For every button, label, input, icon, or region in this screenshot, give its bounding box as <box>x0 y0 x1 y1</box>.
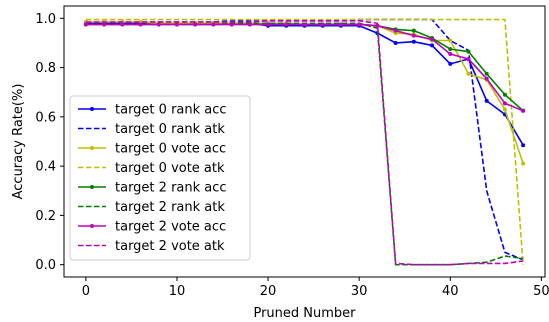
series-7 <box>85 19 524 266</box>
data-point <box>284 22 289 27</box>
legend-box <box>69 95 251 261</box>
legend-label: target 0 vote atk <box>115 161 225 176</box>
data-point <box>484 98 489 103</box>
data-point <box>466 71 471 76</box>
y-axis-label: Accuracy Rate(%) <box>11 84 26 200</box>
legend-marker <box>90 185 94 189</box>
data-point <box>430 43 435 48</box>
legend-label: target 0 rank acc <box>115 103 227 118</box>
plot-frame <box>63 5 546 278</box>
data-point <box>430 37 435 42</box>
legend-label: target 2 rank acc <box>115 181 227 196</box>
data-point <box>521 108 526 113</box>
y-tick-label: 0.4 <box>35 160 56 175</box>
data-point <box>466 49 471 54</box>
legend: target 0 rank acc target 0 rank atk target… <box>69 95 251 261</box>
data-point <box>120 22 125 27</box>
y-tick-label: 0.2 <box>35 209 56 224</box>
data-point <box>357 22 362 27</box>
x-tick-label: 30 <box>351 284 368 299</box>
data-point <box>156 22 161 27</box>
data-point <box>484 71 489 76</box>
data-point <box>448 52 453 57</box>
data-point <box>247 22 252 27</box>
data-point <box>411 28 416 33</box>
y-tick-label: 0.8 <box>35 61 56 76</box>
series-line <box>85 18 524 265</box>
y-tick-label: 0.6 <box>35 110 56 125</box>
data-point <box>411 33 416 38</box>
data-point <box>448 47 453 52</box>
data-point <box>83 22 88 27</box>
data-point <box>266 22 271 27</box>
x-tick-label: 10 <box>169 284 186 299</box>
data-point <box>502 92 507 97</box>
axis-ticks: 0 10 20 30 40 50 0.0 0.2 0.4 0.6 0.8 1.0 <box>35 12 549 299</box>
x-tick-label: 40 <box>442 284 459 299</box>
data-point <box>302 22 307 27</box>
data-point <box>338 22 343 27</box>
data-point <box>411 39 416 44</box>
data-point <box>138 22 143 27</box>
data-point <box>466 56 471 61</box>
data-point <box>102 22 107 27</box>
plot-area <box>83 18 526 266</box>
series-line <box>85 19 524 266</box>
data-point <box>211 22 216 27</box>
data-point <box>484 76 489 81</box>
data-point <box>448 61 453 66</box>
data-point <box>521 143 526 148</box>
legend-marker <box>90 224 94 228</box>
x-tick-label: 20 <box>260 284 277 299</box>
data-point <box>393 28 398 33</box>
legend-label: target 2 vote atk <box>115 239 225 254</box>
legend-marker <box>90 107 94 111</box>
data-point <box>174 22 179 27</box>
legend-label: target 0 rank atk <box>115 122 225 137</box>
legend-label: target 2 vote acc <box>115 220 226 235</box>
data-point <box>375 23 380 28</box>
data-point <box>502 101 507 106</box>
y-tick-label: 1.0 <box>35 12 56 27</box>
x-axis-label: Pruned Number <box>253 306 356 321</box>
data-point <box>393 40 398 45</box>
legend-marker <box>90 146 94 150</box>
data-point <box>320 22 325 27</box>
data-point <box>502 107 507 112</box>
legend-label: target 0 vote acc <box>115 142 226 157</box>
x-tick-label: 50 <box>533 284 549 299</box>
x-tick-label: 0 <box>82 284 90 299</box>
series-3 <box>85 18 524 265</box>
data-point <box>521 161 526 166</box>
data-point <box>193 22 198 27</box>
legend-label: target 2 rank atk <box>115 200 225 215</box>
data-point <box>229 22 234 27</box>
data-point <box>448 38 453 43</box>
series-6 <box>83 22 526 113</box>
y-tick-label: 0.0 <box>35 258 56 273</box>
